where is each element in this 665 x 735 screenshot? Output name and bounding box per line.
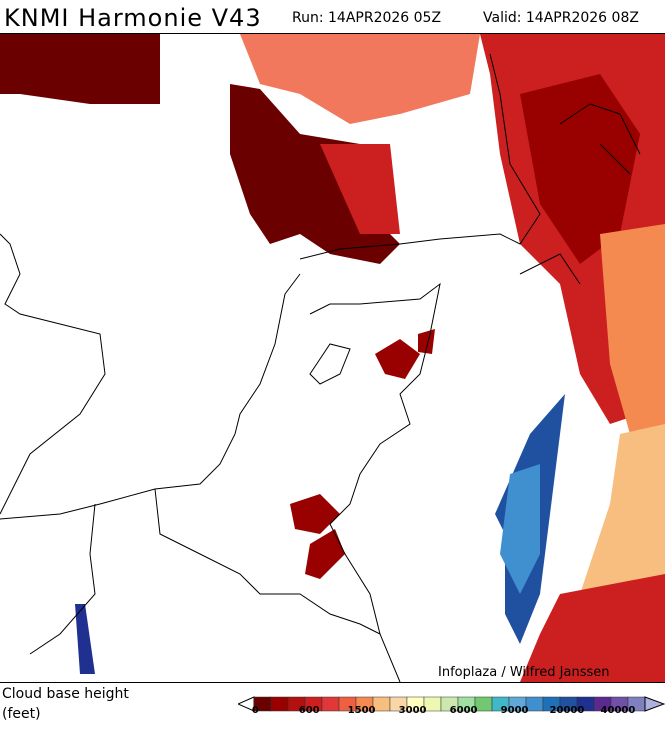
legend-tick-label: 40000 [600, 705, 636, 716]
legend-tick-label: 600 [298, 705, 320, 716]
color-legend [238, 696, 665, 712]
cloud-base-map: Infoplaza / Wilfred Janssen [0, 33, 665, 683]
legend-over-arrow [644, 696, 665, 712]
coastlines-borders [0, 53, 641, 682]
legend-tick-label: 0 [251, 705, 259, 716]
credit-text: Infoplaza / Wilfred Janssen [438, 665, 610, 680]
legend-swatch [321, 696, 340, 712]
legend-tick-label: 3000 [398, 705, 427, 716]
model-title: KNMI Harmonie V43 [4, 4, 262, 32]
legend-tick-label: 9000 [500, 705, 529, 716]
legend-tick-label: 1500 [347, 705, 376, 716]
run-time: Run: 14APR2026 05Z [292, 10, 442, 26]
valid-time: Valid: 14APR2026 08Z [483, 10, 639, 26]
legend-swatch [270, 696, 289, 712]
cloud-fields [0, 34, 665, 682]
legend-tick-label: 6000 [449, 705, 478, 716]
legend-tick-label: 20000 [549, 705, 585, 716]
legend-title: Cloud base height [2, 686, 129, 702]
legend-unit: (feet) [2, 706, 41, 722]
